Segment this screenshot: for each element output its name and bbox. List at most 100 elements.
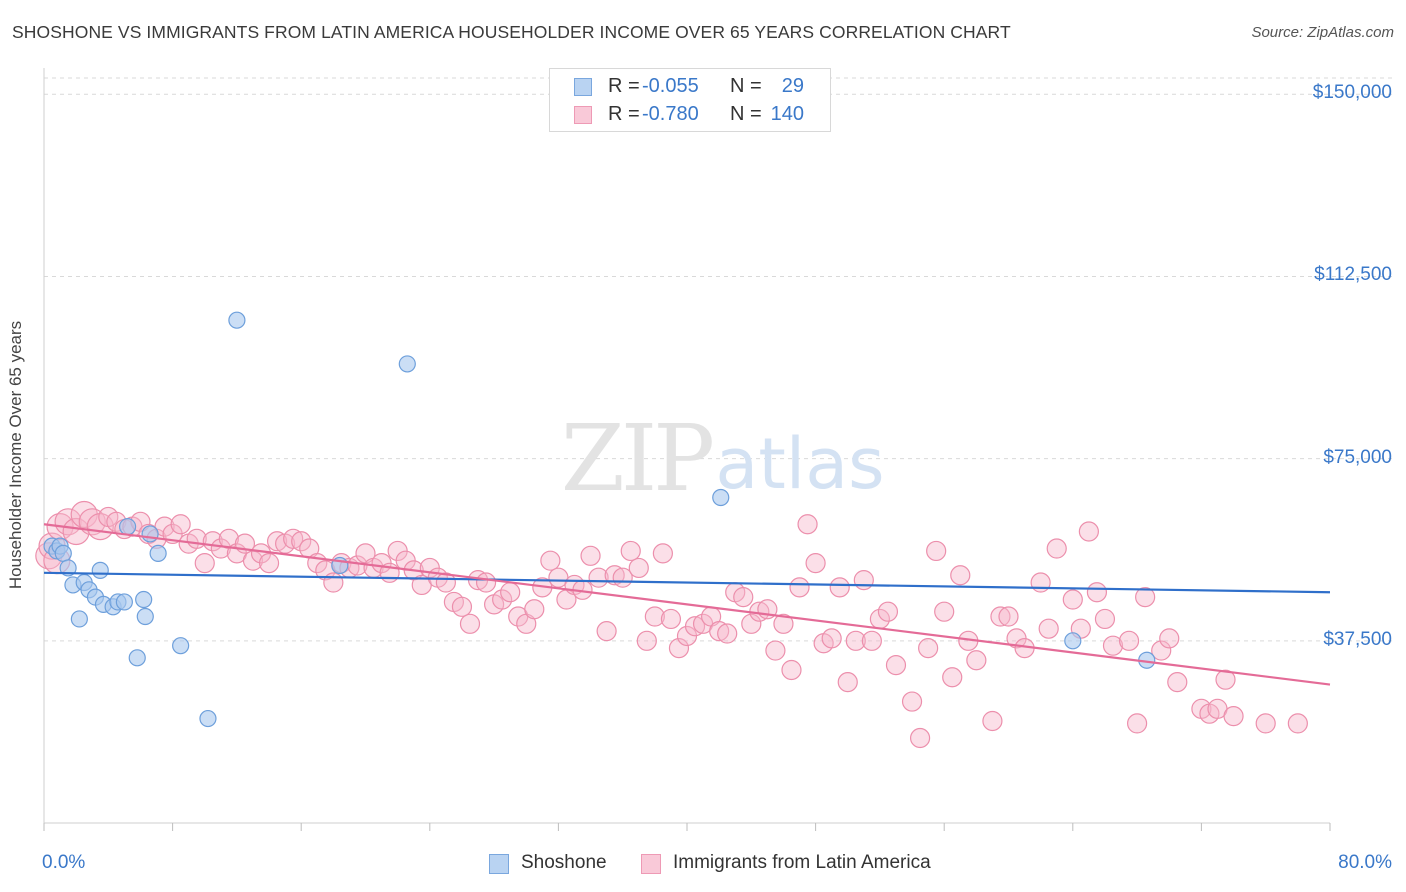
data-point-immigrants (668, 638, 690, 659)
data-point-immigrants (821, 628, 842, 649)
data-point-immigrants (877, 601, 899, 622)
x-tick-label-max: 80.0% (1338, 852, 1392, 873)
legend-n-label: N = (730, 75, 762, 97)
data-point-shoshone (228, 311, 246, 329)
data-point-immigrants (580, 545, 601, 566)
data-point-immigrants (459, 613, 481, 634)
legend-label-shoshone: Shoshone (521, 852, 607, 873)
data-point-immigrants (258, 552, 280, 574)
data-point-shoshone (712, 488, 730, 507)
data-point-shoshone (149, 544, 167, 562)
data-point-immigrants (773, 613, 794, 634)
data-point-immigrants (451, 596, 473, 617)
data-point-immigrants (765, 640, 786, 661)
legend-r-label: R = (608, 103, 640, 125)
data-point-immigrants (1255, 713, 1276, 734)
data-point-immigrants (1159, 628, 1180, 649)
trend-lines (43, 523, 1331, 686)
data-point-shoshone (136, 607, 154, 626)
data-point-immigrants (942, 667, 963, 688)
legend-swatch-shoshone (489, 854, 509, 874)
series-shoshone (43, 311, 1156, 728)
data-point-immigrants (524, 599, 545, 620)
data-point-immigrants (733, 586, 754, 608)
source-label: Source: ZipAtlas.com (1251, 24, 1394, 41)
y-tick-label: $37,500 (1323, 628, 1392, 650)
data-point-immigrants (829, 577, 850, 598)
trend-line-shoshone (43, 571, 1331, 594)
data-point-immigrants (789, 577, 810, 598)
data-point-shoshone (172, 637, 190, 655)
legend-swatch-immigrants (641, 854, 661, 874)
data-point-immigrants (861, 630, 882, 651)
data-point-immigrants (500, 582, 521, 603)
data-point-immigrants (805, 552, 826, 574)
data-point-shoshone (115, 593, 133, 611)
series-legend: Shoshone Immigrants from Latin America (489, 852, 931, 878)
legend-n-label: N = (730, 103, 762, 125)
series-immigrants-latin-america (35, 500, 1308, 749)
legend-row-shoshone: R = -0.055 N = 29 (550, 72, 830, 100)
data-point-immigrants (781, 659, 802, 681)
data-point-immigrants (1078, 521, 1099, 542)
data-point-shoshone (118, 518, 137, 536)
data-point-immigrants (636, 630, 657, 651)
data-point-immigrants (628, 557, 649, 579)
data-point-immigrants (1102, 635, 1124, 656)
data-point-immigrants (1223, 706, 1244, 727)
data-point-immigrants (885, 655, 907, 676)
data-point-immigrants (926, 540, 947, 562)
data-point-immigrants (1126, 713, 1148, 734)
data-point-immigrants (950, 565, 971, 586)
data-point-immigrants (652, 543, 673, 564)
data-point-shoshone (59, 559, 77, 577)
data-point-shoshone (70, 610, 88, 628)
data-point-immigrants (1038, 618, 1059, 639)
data-point-immigrants (170, 514, 191, 535)
y-tick-label: $150,000 (1312, 82, 1392, 104)
data-point-immigrants (62, 517, 90, 546)
correlation-legend: R = -0.055 N = 29 R = -0.780 N = 140 (549, 68, 831, 132)
data-point-immigrants (604, 565, 625, 586)
data-point-immigrants (990, 606, 1011, 627)
data-point-immigrants (845, 630, 866, 651)
data-point-shoshone (135, 590, 153, 609)
legend-n-value: 140 (770, 103, 804, 125)
data-point-immigrants (709, 621, 730, 642)
data-point-immigrants (741, 613, 762, 634)
legend-swatch-shoshone (574, 78, 592, 96)
data-point-immigrants (660, 608, 682, 630)
chart-title: SHOSHONE VS IMMIGRANTS FROM LATIN AMERIC… (12, 22, 1011, 42)
data-point-immigrants (283, 528, 304, 549)
data-point-shoshone (1064, 632, 1082, 650)
data-point-immigrants (154, 516, 175, 537)
data-point-immigrants (998, 606, 1019, 627)
data-point-immigrants (982, 710, 1003, 732)
data-point-immigrants (644, 606, 665, 627)
data-point-immigrants (1287, 713, 1308, 734)
data-point-immigrants (918, 638, 939, 659)
data-point-shoshone (199, 709, 217, 728)
data-point-immigrants (717, 623, 738, 644)
data-point-immigrants (291, 531, 312, 552)
legend-r-label: R = (608, 75, 640, 97)
y-tick-label: $112,500 (1314, 264, 1392, 286)
data-point-immigrants (492, 589, 513, 610)
data-point-shoshone (128, 649, 146, 667)
y-axis-label: Householder Income Over 65 years (6, 320, 25, 590)
x-tick-label-min: 0.0% (42, 852, 86, 873)
data-point-immigrants (1046, 538, 1067, 559)
data-point-immigrants (194, 552, 215, 574)
data-point-shoshone (141, 525, 159, 543)
data-point-immigrants (837, 672, 858, 693)
trend-line-immigrants (43, 523, 1331, 686)
data-point-immigrants (853, 569, 874, 591)
data-point-immigrants (475, 572, 497, 593)
data-point-immigrants (588, 567, 609, 588)
data-point-shoshone (398, 355, 416, 373)
watermark: ZIP atlas (561, 405, 885, 512)
data-point-immigrants (684, 616, 706, 637)
data-point-immigrants (1215, 669, 1236, 690)
data-point-immigrants (1086, 582, 1108, 603)
